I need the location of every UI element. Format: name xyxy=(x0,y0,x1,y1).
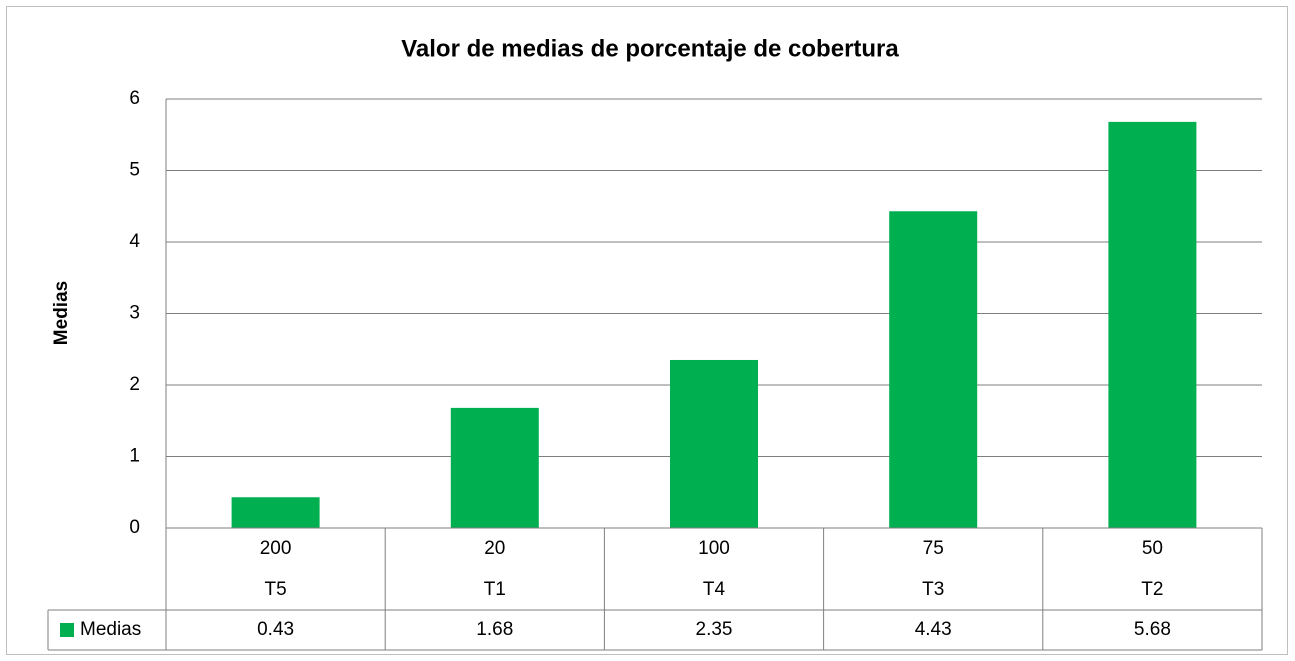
chart-border xyxy=(6,6,1288,655)
legend-swatch xyxy=(60,623,74,637)
x-tick-label: 200 xyxy=(260,538,292,559)
chart-title: Valor de medias de porcentaje de cobertu… xyxy=(401,35,899,62)
bar xyxy=(1108,121,1197,528)
bar xyxy=(450,407,539,528)
y-tick-label: 4 xyxy=(129,231,140,252)
data-table-value: 2.35 xyxy=(696,619,733,640)
x-tick-label: 100 xyxy=(698,538,730,559)
y-tick-label: 2 xyxy=(129,374,140,395)
y-tick-label: 1 xyxy=(129,446,140,467)
bar xyxy=(231,497,320,528)
x-tick-label: T4 xyxy=(703,579,726,600)
y-tick-label: 5 xyxy=(129,160,140,181)
data-table-value: 1.68 xyxy=(476,619,513,640)
y-tick-label: 6 xyxy=(129,88,140,109)
x-tick-label: T1 xyxy=(484,579,506,600)
data-table-value: 0.43 xyxy=(257,619,294,640)
legend-label: Medias xyxy=(80,619,141,640)
x-tick-label: 50 xyxy=(1142,538,1163,559)
bar xyxy=(889,211,978,528)
data-table-value: 4.43 xyxy=(915,619,952,640)
x-tick-label: T3 xyxy=(922,579,944,600)
x-tick-label: 20 xyxy=(484,538,505,559)
x-tick-label: T5 xyxy=(265,579,287,600)
y-axis-label: Medias xyxy=(51,281,72,345)
y-tick-label: 0 xyxy=(129,517,140,538)
y-tick-label: 3 xyxy=(129,303,140,324)
x-tick-label: T2 xyxy=(1141,579,1163,600)
x-tick-label: 75 xyxy=(923,538,944,559)
bar xyxy=(670,359,758,528)
data-table-value: 5.68 xyxy=(1134,619,1171,640)
